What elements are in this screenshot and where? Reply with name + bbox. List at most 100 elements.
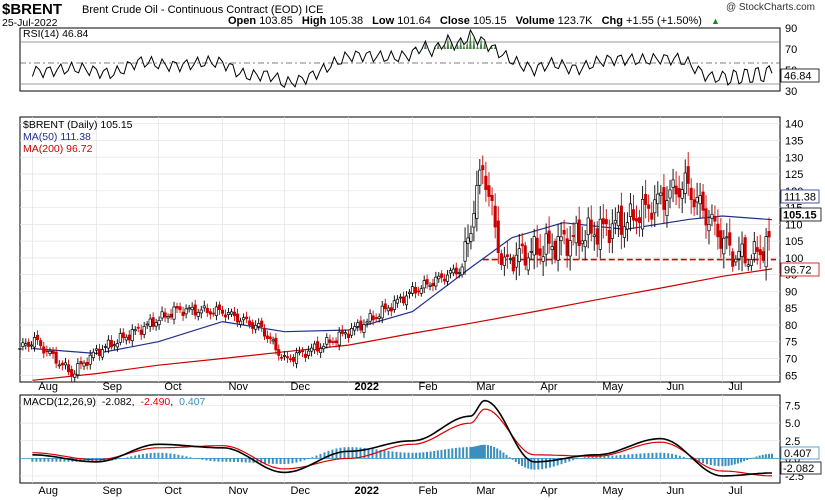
candle-body	[291, 356, 296, 362]
macd-hist-bar	[682, 456, 685, 459]
macd-hist-bar	[165, 453, 168, 459]
candle-body	[82, 362, 86, 367]
volume-value: 123.7K	[557, 15, 593, 27]
candle-body	[57, 364, 61, 367]
candle-body	[32, 337, 37, 348]
candle-body	[659, 192, 663, 196]
macd-hist-bar	[299, 458, 302, 462]
candle-body	[66, 364, 71, 373]
macd-tick-label: 5.0	[785, 418, 800, 430]
macd-hist-bar	[244, 458, 247, 463]
macd-hist-bar	[671, 453, 674, 459]
candle-body	[236, 313, 240, 323]
rsi-panel: 90705030 RSI(14) 46.84 46.84	[19, 23, 820, 98]
candle-body	[94, 348, 98, 351]
candle-body	[538, 248, 542, 256]
candle-body	[731, 251, 735, 267]
candle-body	[481, 165, 485, 171]
candle-body	[689, 187, 693, 200]
macd-histogram	[20, 444, 780, 470]
candle-body	[205, 307, 209, 313]
macd-hist-bar	[291, 458, 294, 464]
macd-hist-bar	[517, 458, 520, 465]
candle-body	[51, 350, 55, 354]
candle-body	[692, 199, 696, 208]
macd-hist-bar	[67, 458, 70, 462]
candle-body	[695, 197, 699, 203]
macd-hist-bar	[256, 458, 259, 464]
macd-hist-bar	[233, 458, 236, 462]
macd-hist-bar	[603, 455, 606, 459]
month-label: Mar	[476, 485, 495, 497]
candle-body	[725, 236, 729, 239]
rsi-tick-label: 70	[785, 44, 797, 56]
macd-hist-bar	[347, 447, 350, 459]
macd-hist-bar	[447, 448, 450, 459]
macd-hist-bar	[462, 447, 465, 459]
candle-body	[368, 313, 372, 322]
macd-hist-bar	[524, 458, 527, 468]
macd-hist-bar	[440, 449, 443, 459]
macd-hist-bar	[35, 458, 38, 462]
macd-hist-bar	[572, 458, 575, 461]
last-price-label: 105.15	[783, 210, 817, 222]
macd-hist-bar	[375, 449, 378, 459]
macd-hist-bar	[31, 458, 34, 462]
candle-body	[589, 219, 593, 234]
candle-body	[511, 256, 515, 272]
candle-body	[60, 362, 64, 366]
candle-body	[622, 226, 626, 238]
macd-hist-bar	[444, 449, 447, 459]
macd-hist-bar	[59, 458, 62, 462]
candle-body	[229, 311, 234, 315]
candle-body	[42, 346, 46, 354]
ma50-line	[32, 215, 773, 355]
candle-body	[187, 307, 191, 310]
macd-hist-bar	[271, 458, 274, 464]
candle-body	[154, 322, 158, 327]
macd-hist-bar	[483, 444, 486, 459]
macd-hist-bar	[248, 458, 251, 463]
candle-body	[398, 296, 402, 299]
rsi-tick-label: 90	[785, 23, 797, 35]
macd-hist-bar	[240, 458, 243, 463]
macd-hist-bar	[530, 458, 533, 470]
macd-hist-bar	[458, 447, 461, 459]
high-value: 105.38	[329, 15, 364, 27]
candle-body	[520, 243, 524, 247]
macd-panel: 7.55.02.50.0-2.5 MACD(12,26,9) -2.082, -…	[19, 394, 822, 484]
candle-body	[76, 363, 80, 376]
price-tick-label: 140	[785, 119, 803, 131]
candle-body	[73, 373, 77, 378]
candle-body	[574, 222, 578, 244]
macd-hist-bar	[690, 458, 693, 460]
candle-body	[425, 279, 429, 285]
macd-hist-bar	[619, 455, 622, 459]
macd-hist-bar	[771, 453, 773, 459]
candle-body	[245, 316, 249, 319]
candle-body	[716, 223, 720, 238]
macd-hist-bar	[145, 453, 148, 459]
candle-body	[677, 188, 681, 198]
candle-body	[112, 344, 116, 346]
candle-body	[109, 340, 113, 348]
candles	[18, 152, 771, 382]
month-label: May	[602, 485, 623, 497]
macd-hist-bar	[260, 458, 263, 464]
month-label: Mar	[476, 381, 495, 393]
candle-body	[499, 253, 503, 265]
candle-body	[544, 233, 548, 255]
macd-hist-bar	[149, 453, 152, 459]
candle-body	[674, 185, 678, 195]
candle-body	[641, 198, 645, 230]
candle-body	[48, 350, 52, 354]
candle-body	[487, 185, 491, 197]
macd-hist-bar	[746, 458, 749, 461]
candle-body	[469, 233, 473, 242]
macd-hist-bar	[635, 453, 638, 459]
candle-body	[136, 326, 140, 329]
macd-hist-bar	[552, 458, 555, 467]
candle-body	[325, 337, 329, 345]
candle-body	[45, 350, 49, 353]
macd-hist-bar	[433, 450, 436, 459]
